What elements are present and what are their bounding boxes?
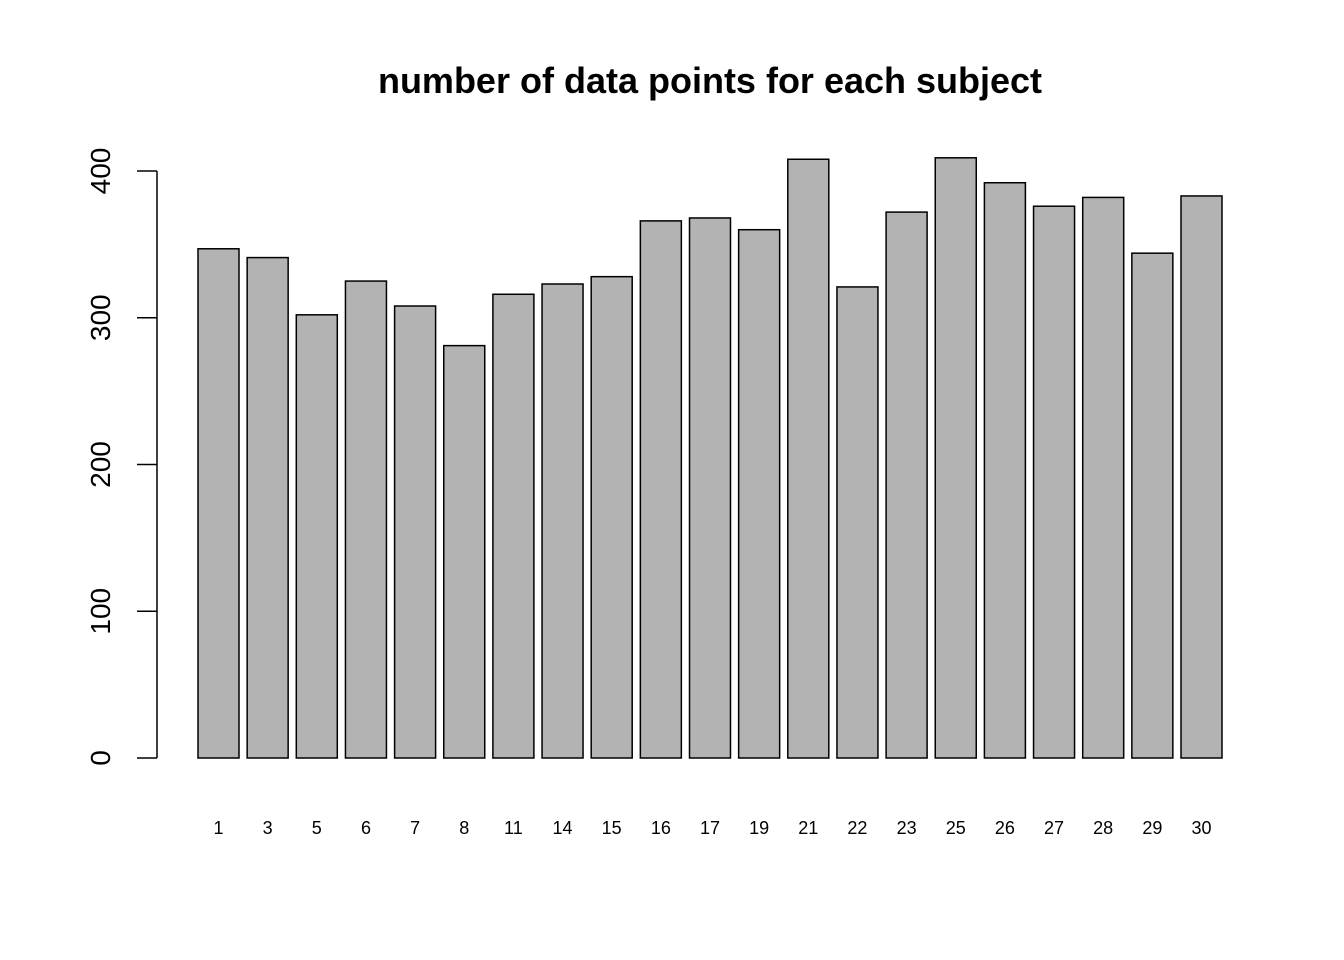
y-tick-label: 0 xyxy=(85,750,116,766)
x-tick-label: 26 xyxy=(995,818,1015,838)
x-tick-label: 16 xyxy=(651,818,671,838)
x-tick-label: 23 xyxy=(897,818,917,838)
bar-subject-19 xyxy=(737,228,781,759)
bar-subject-29 xyxy=(1131,252,1174,759)
x-tick-label: 19 xyxy=(749,818,769,838)
bar-subject-7 xyxy=(393,305,437,759)
bar-subject-27 xyxy=(1032,205,1076,759)
x-tick-label: 5 xyxy=(312,818,322,838)
bar-subject-14 xyxy=(541,283,584,759)
x-tick-label: 25 xyxy=(946,818,966,838)
bar-subject-26 xyxy=(983,181,1027,759)
x-tick-label: 15 xyxy=(602,818,622,838)
x-tick-label: 1 xyxy=(213,818,223,838)
bars-group xyxy=(197,157,1223,759)
x-tick-label: 30 xyxy=(1191,818,1211,838)
x-tick-labels: 1 3 5 6 7 8 11 14 15 16 17 19 21 22 23 25 26 27 28 29 30 xyxy=(213,818,1211,838)
x-tick-label: 11 xyxy=(504,818,523,838)
x-tick-label: 22 xyxy=(847,818,867,838)
bar-subject-11 xyxy=(492,293,535,759)
chart-title: number of data points for each subject xyxy=(378,60,1042,101)
x-tick-label: 6 xyxy=(361,818,371,838)
bar-subject-22 xyxy=(836,286,879,759)
bar-subject-1 xyxy=(197,248,240,759)
x-tick-label: 17 xyxy=(700,818,720,838)
x-tick-label: 3 xyxy=(263,818,273,838)
y-axis: 0 100 200 300 400 xyxy=(85,148,158,766)
x-tick-label: 28 xyxy=(1093,818,1113,838)
x-tick-label: 21 xyxy=(798,818,818,838)
x-tick-label: 29 xyxy=(1142,818,1162,838)
x-tick-label: 14 xyxy=(553,818,573,838)
bar-subject-6 xyxy=(344,280,388,759)
bar-subject-15 xyxy=(590,275,633,759)
y-tick-label: 100 xyxy=(85,588,116,635)
y-tick-label: 200 xyxy=(85,441,116,488)
y-tick-label: 300 xyxy=(85,294,116,341)
x-tick-label: 8 xyxy=(459,818,469,838)
bar-subject-30 xyxy=(1180,195,1223,759)
x-tick-label: 7 xyxy=(410,818,420,838)
bar-subject-23 xyxy=(885,211,928,759)
bar-subject-5 xyxy=(295,314,339,759)
x-tick-label: 27 xyxy=(1044,818,1064,838)
bar-subject-17 xyxy=(688,217,732,759)
bar-subject-25 xyxy=(934,157,977,759)
y-tick-label: 400 xyxy=(85,148,116,195)
bar-subject-3 xyxy=(246,256,289,759)
bar-subject-21 xyxy=(787,158,830,759)
bar-subject-8 xyxy=(443,344,486,759)
bar-subject-28 xyxy=(1081,196,1125,759)
bar-subject-16 xyxy=(639,220,683,759)
